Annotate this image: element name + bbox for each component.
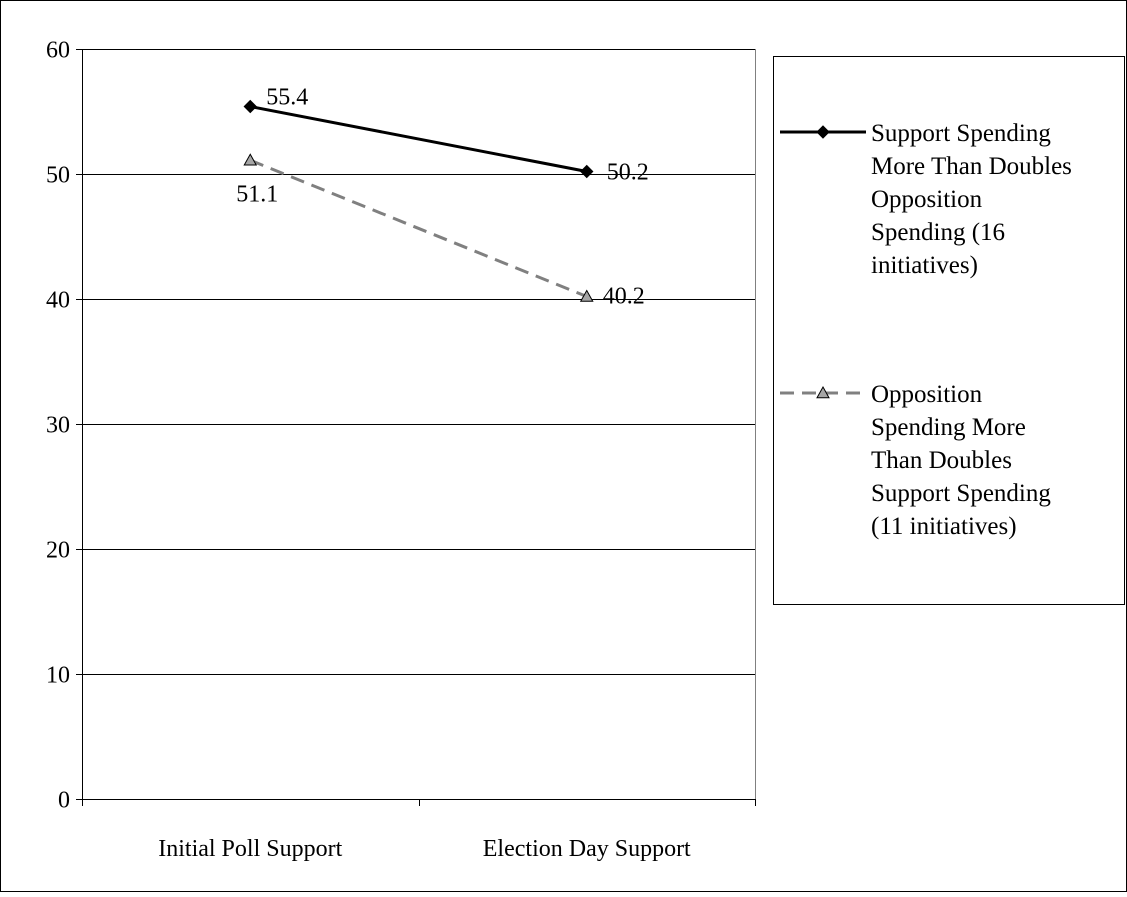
- y-tick-label: 60: [46, 38, 70, 64]
- y-tick-label: 50: [46, 163, 70, 189]
- y-tick-label: 20: [46, 538, 70, 564]
- legend-symbol-marker: [816, 385, 830, 399]
- legend-label: (11 initiatives): [871, 513, 1017, 540]
- legend-label: More Than Doubles: [871, 153, 1072, 180]
- gridlines: [82, 49, 755, 675]
- y-tick-label: 0: [58, 788, 70, 814]
- series-line-2: [249, 158, 588, 298]
- data-label: 40.2: [603, 284, 645, 310]
- x-tick-label: Initial Poll Support: [158, 836, 342, 862]
- x-tick-label: Election Day Support: [483, 836, 691, 862]
- legend-label: Support Spending: [871, 480, 1051, 507]
- legend-label: Opposition: [871, 186, 983, 213]
- series-group: 55.4 50.2 51.1 40.2: [236, 85, 649, 310]
- data-label: 50.2: [607, 160, 649, 186]
- data-point-marker: [243, 99, 257, 114]
- legend: Support Spending More Than Doubles Opposit…: [773, 56, 1125, 605]
- data-label: 55.4: [266, 85, 308, 111]
- legend-label: Opposition: [871, 381, 983, 408]
- y-tick-label: 10: [46, 663, 70, 689]
- axes: 0 10 20 30 40 50 60 Initial Poll Support Electio…: [46, 38, 756, 862]
- legend-label: Support Spending: [871, 120, 1051, 147]
- data-label: 51.1: [236, 181, 278, 207]
- legend-label: Than Doubles: [871, 447, 1012, 474]
- data-point-marker: [243, 153, 258, 166]
- legend-label: initiatives): [871, 252, 978, 279]
- data-point-marker: [579, 289, 594, 302]
- y-tick-label: 40: [46, 288, 70, 314]
- legend-label: Spending (16: [871, 219, 1005, 246]
- data-point-marker: [580, 164, 594, 179]
- legend-symbol-marker: [816, 125, 830, 139]
- series-line-1: [249, 105, 588, 173]
- legend-border: [773, 56, 1125, 605]
- y-tick-label: 30: [46, 413, 70, 439]
- legend-label: Spending More: [871, 414, 1026, 441]
